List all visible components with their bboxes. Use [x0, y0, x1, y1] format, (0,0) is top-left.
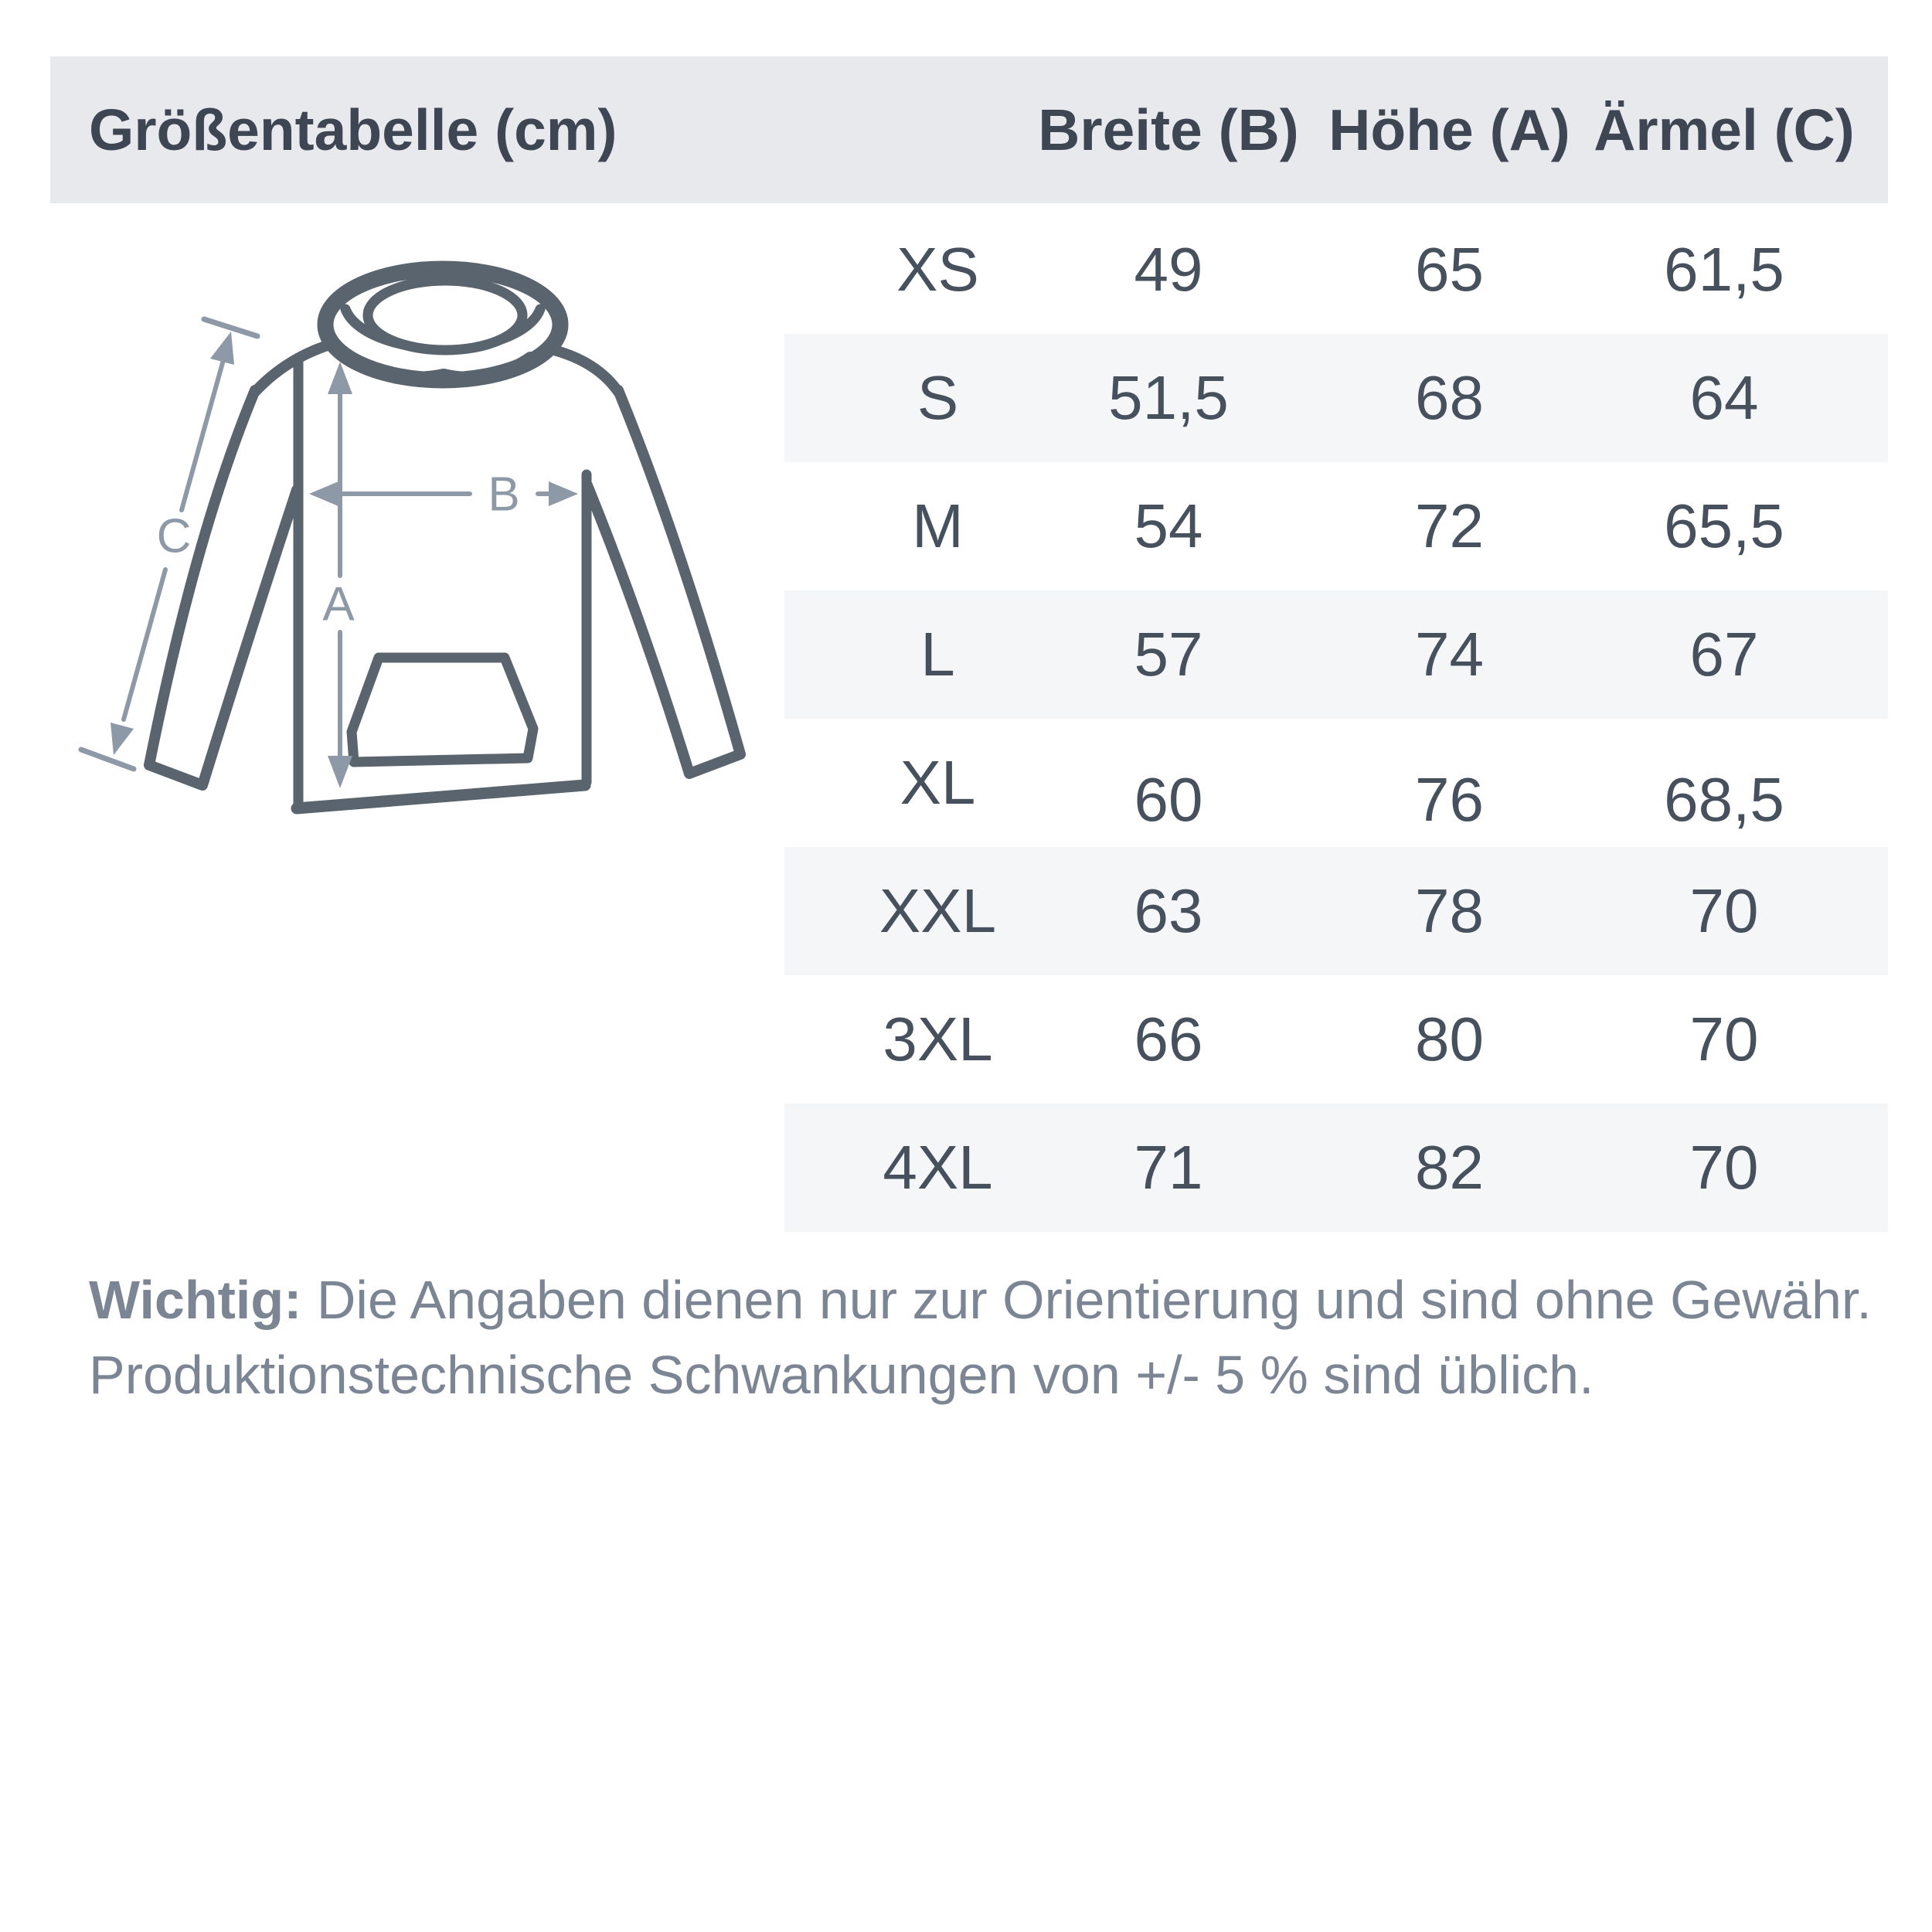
table-row-XS: XS 49 65 61,5	[784, 206, 1888, 334]
size-label: 3XL	[883, 1005, 993, 1073]
value-breite: 57	[1134, 620, 1203, 689]
value-breite: 66	[1134, 1005, 1203, 1073]
size-label: XL	[900, 748, 976, 817]
size-label: 4XL	[883, 1133, 993, 1202]
value-hoehe: 78	[1415, 876, 1484, 945]
table-row-XXL: XXL 63 78 70	[784, 847, 1888, 975]
page-title: Größentabelle (cm)	[89, 97, 617, 162]
value-breite: 54	[1134, 492, 1203, 560]
value-hoehe: 80	[1415, 1005, 1484, 1073]
column-header-aermel: Ärmel (C)	[1594, 97, 1855, 162]
dimension-label-c: C	[157, 510, 192, 563]
column-header-hoehe: Höhe (A)	[1328, 97, 1570, 162]
value-aermel: 64	[1689, 363, 1759, 432]
value-aermel: 70	[1689, 876, 1759, 945]
value-aermel: 61,5	[1664, 235, 1784, 304]
table-header-bar: Größentabelle (cm) Breite (B) Höhe (A) Ä…	[50, 56, 1888, 203]
value-breite: 49	[1134, 235, 1203, 304]
size-label: XXL	[879, 876, 997, 945]
footer-note-line2: Produktionstechnische Schwankungen von +…	[89, 1345, 1594, 1405]
value-hoehe: 74	[1415, 620, 1484, 689]
dimension-arrow-a: A	[322, 362, 355, 788]
footer-note: Wichtig: Die Angaben dienen nur zur Orie…	[89, 1263, 1913, 1413]
footer-note-line1: Wichtig: Die Angaben dienen nur zur Orie…	[89, 1270, 1872, 1330]
table-header-columns: Breite (B) Höhe (A) Ärmel (C)	[784, 56, 1888, 203]
dimension-arrow-c: C	[78, 316, 260, 772]
footer-note-emphasis: Wichtig:	[89, 1270, 302, 1330]
table-row-3XL: 3XL 66 80 70	[784, 975, 1888, 1104]
size-table-body: XS 49 65 61,5 S 51,5 68 64 M 54 72 65,5 L 57 74 67 XL 60 7…	[784, 206, 1888, 1232]
hoodie-outline	[144, 260, 746, 815]
value-hoehe: 65	[1415, 235, 1484, 304]
size-label: XS	[896, 235, 979, 304]
value-aermel: 67	[1689, 620, 1759, 689]
value-breite: 51,5	[1108, 363, 1229, 432]
value-hoehe: 82	[1415, 1133, 1484, 1202]
dimension-label-a: A	[322, 578, 355, 631]
table-row-4XL: 4XL 71 82 70	[784, 1104, 1888, 1232]
table-row-M: M 54 72 65,5	[784, 462, 1888, 590]
value-breite: 71	[1134, 1133, 1203, 1202]
table-row-XL: XL 60 76 68,5	[784, 719, 1888, 847]
size-table: XS 49 65 61,5 S 51,5 68 64 M 54 72 65,5 L 57 74 67 XL 60 7…	[784, 206, 1888, 1232]
value-hoehe: 68	[1415, 363, 1484, 432]
value-aermel: 70	[1689, 1133, 1759, 1202]
size-label: M	[912, 492, 964, 560]
value-aermel: 65,5	[1664, 492, 1784, 560]
hoodie-diagram: A B C	[78, 260, 746, 815]
value-hoehe: 72	[1415, 492, 1484, 560]
value-aermel: 68,5	[1664, 765, 1784, 834]
dimension-label-b: B	[488, 468, 519, 522]
value-breite: 60	[1134, 765, 1203, 834]
value-hoehe: 76	[1415, 765, 1484, 834]
dimension-arrow-b: B	[309, 468, 578, 522]
table-row-L: L 57 74 67	[784, 590, 1888, 719]
size-label: L	[920, 620, 955, 689]
column-header-breite: Breite (B)	[1038, 97, 1299, 162]
value-aermel: 70	[1689, 1005, 1759, 1073]
size-label: S	[917, 363, 959, 432]
table-row-S: S 51,5 68 64	[784, 334, 1888, 462]
value-breite: 63	[1134, 876, 1203, 945]
